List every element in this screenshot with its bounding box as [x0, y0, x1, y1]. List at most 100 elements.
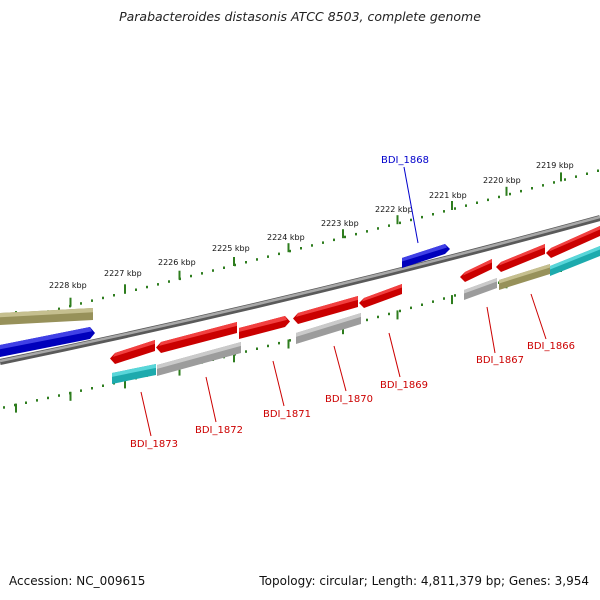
ruler-major-tick	[287, 243, 290, 253]
ruler-dot	[542, 184, 544, 187]
ruler-dot	[36, 399, 38, 402]
gene-feature	[496, 244, 545, 272]
ruler-label: 2226 kbp	[158, 258, 196, 267]
gene-leader-line	[403, 166, 419, 244]
gene-leader-line	[530, 293, 547, 340]
ruler-dot	[102, 296, 104, 300]
gene-highlight	[499, 244, 545, 266]
gene-leader-line	[486, 306, 496, 354]
gene-label: BDI_1873	[130, 439, 178, 450]
ruler-dot	[410, 306, 412, 310]
ruler-dot	[564, 178, 566, 181]
ruler-dot	[289, 249, 291, 253]
ruler-dot	[278, 341, 280, 345]
ruler-dot	[487, 198, 489, 202]
ruler-dot	[267, 344, 269, 348]
gene-feature	[499, 264, 550, 290]
ruler-dot	[597, 169, 599, 172]
ruler-label: 2223 kbp	[321, 219, 359, 228]
gene-feature	[157, 342, 241, 376]
ruler-major-tick	[124, 284, 126, 294]
gene-highlight	[463, 259, 492, 276]
ruler-label: 2228 kbp	[49, 281, 87, 290]
ruler-dot	[366, 230, 368, 233]
ruler-major-tick	[342, 229, 344, 239]
gene-label: BDI_1870	[325, 394, 373, 405]
ruler-dot	[212, 269, 214, 272]
ruler-dot	[289, 339, 291, 342]
gene-feature	[239, 316, 290, 339]
ruler-dot	[256, 347, 258, 350]
ruler-label: 2220 kbp	[483, 176, 521, 185]
ruler-label: 2222 kbp	[375, 205, 413, 214]
ruler-dot	[245, 261, 247, 264]
ruler-major-tick	[178, 366, 181, 376]
ruler-dot	[256, 258, 258, 261]
ruler-dot	[454, 207, 456, 210]
ruler-major-tick	[69, 391, 72, 401]
ruler-dot	[399, 221, 401, 225]
ruler-dot	[311, 244, 313, 247]
ruler-major-tick	[233, 353, 235, 363]
ruler-major-tick	[69, 297, 72, 307]
gene-highlight	[112, 364, 156, 377]
ruler-dot	[102, 384, 104, 387]
ruler-dot	[498, 195, 500, 199]
ruler-dot	[278, 252, 280, 256]
gene-leader-line	[205, 376, 217, 423]
gene-highlight	[499, 264, 550, 284]
gene-feature	[0, 327, 95, 357]
ruler-major-tick	[505, 186, 508, 196]
ruler-dot	[135, 288, 137, 291]
gene-highlight	[157, 342, 241, 369]
ruler-dot	[443, 210, 445, 213]
ruler-dot	[388, 312, 390, 316]
gene-highlight	[464, 278, 497, 294]
ruler-dot	[410, 218, 412, 222]
ruler-dot	[432, 300, 434, 303]
ruler-dot	[25, 401, 27, 404]
gene-feature	[110, 340, 155, 364]
ruler-labels: 2228 kbp 2227 kbp 2226 kbp 2225 kbp 2224 kbp…	[49, 161, 574, 290]
ruler-dot	[399, 309, 401, 313]
gene-feature	[550, 246, 600, 276]
gene-feature	[156, 322, 237, 353]
gene-highlight	[550, 246, 600, 270]
ruler-major-tick	[15, 403, 17, 413]
backbone-highlight	[0, 215, 600, 363]
gene-highlight	[0, 327, 92, 350]
ruler-dot	[322, 241, 324, 244]
ruler-label: 2221 kbp	[429, 191, 467, 200]
ruler-dot	[421, 215, 423, 219]
ruler-dot	[201, 272, 203, 275]
ruler-major-tick	[560, 172, 562, 182]
gene-feature	[546, 226, 600, 258]
ruler-dot	[344, 235, 346, 239]
ruler-dot	[465, 204, 467, 207]
ruler-dot	[377, 315, 379, 319]
ruler-dot	[168, 280, 170, 283]
ruler-dot	[47, 396, 49, 400]
gene-label: BDI_1867	[476, 355, 524, 366]
gene-highlight	[402, 244, 447, 262]
ruler-dot	[553, 181, 555, 184]
gene-feature	[112, 364, 156, 384]
ruler-dot	[91, 387, 93, 390]
ruler-dot	[575, 175, 577, 178]
ruler-major-tick	[451, 295, 453, 305]
gene-highlight	[362, 284, 402, 302]
ruler-dot	[366, 318, 368, 322]
ruler-dot	[267, 255, 269, 258]
ruler-label: 2227 kbp	[104, 269, 142, 278]
ruler-dot	[223, 266, 225, 269]
ruler-dot	[146, 285, 148, 289]
ruler-label: 2225 kbp	[212, 244, 250, 253]
ruler-dot	[58, 394, 60, 397]
gene-highlight	[549, 226, 600, 252]
genome-summary: Topology: circular; Length: 4,811,379 bp…	[259, 574, 589, 588]
ruler-dot	[80, 302, 82, 305]
gene-feature	[293, 296, 358, 324]
ruler-top	[3, 169, 599, 324]
ruler-dot	[454, 294, 456, 297]
